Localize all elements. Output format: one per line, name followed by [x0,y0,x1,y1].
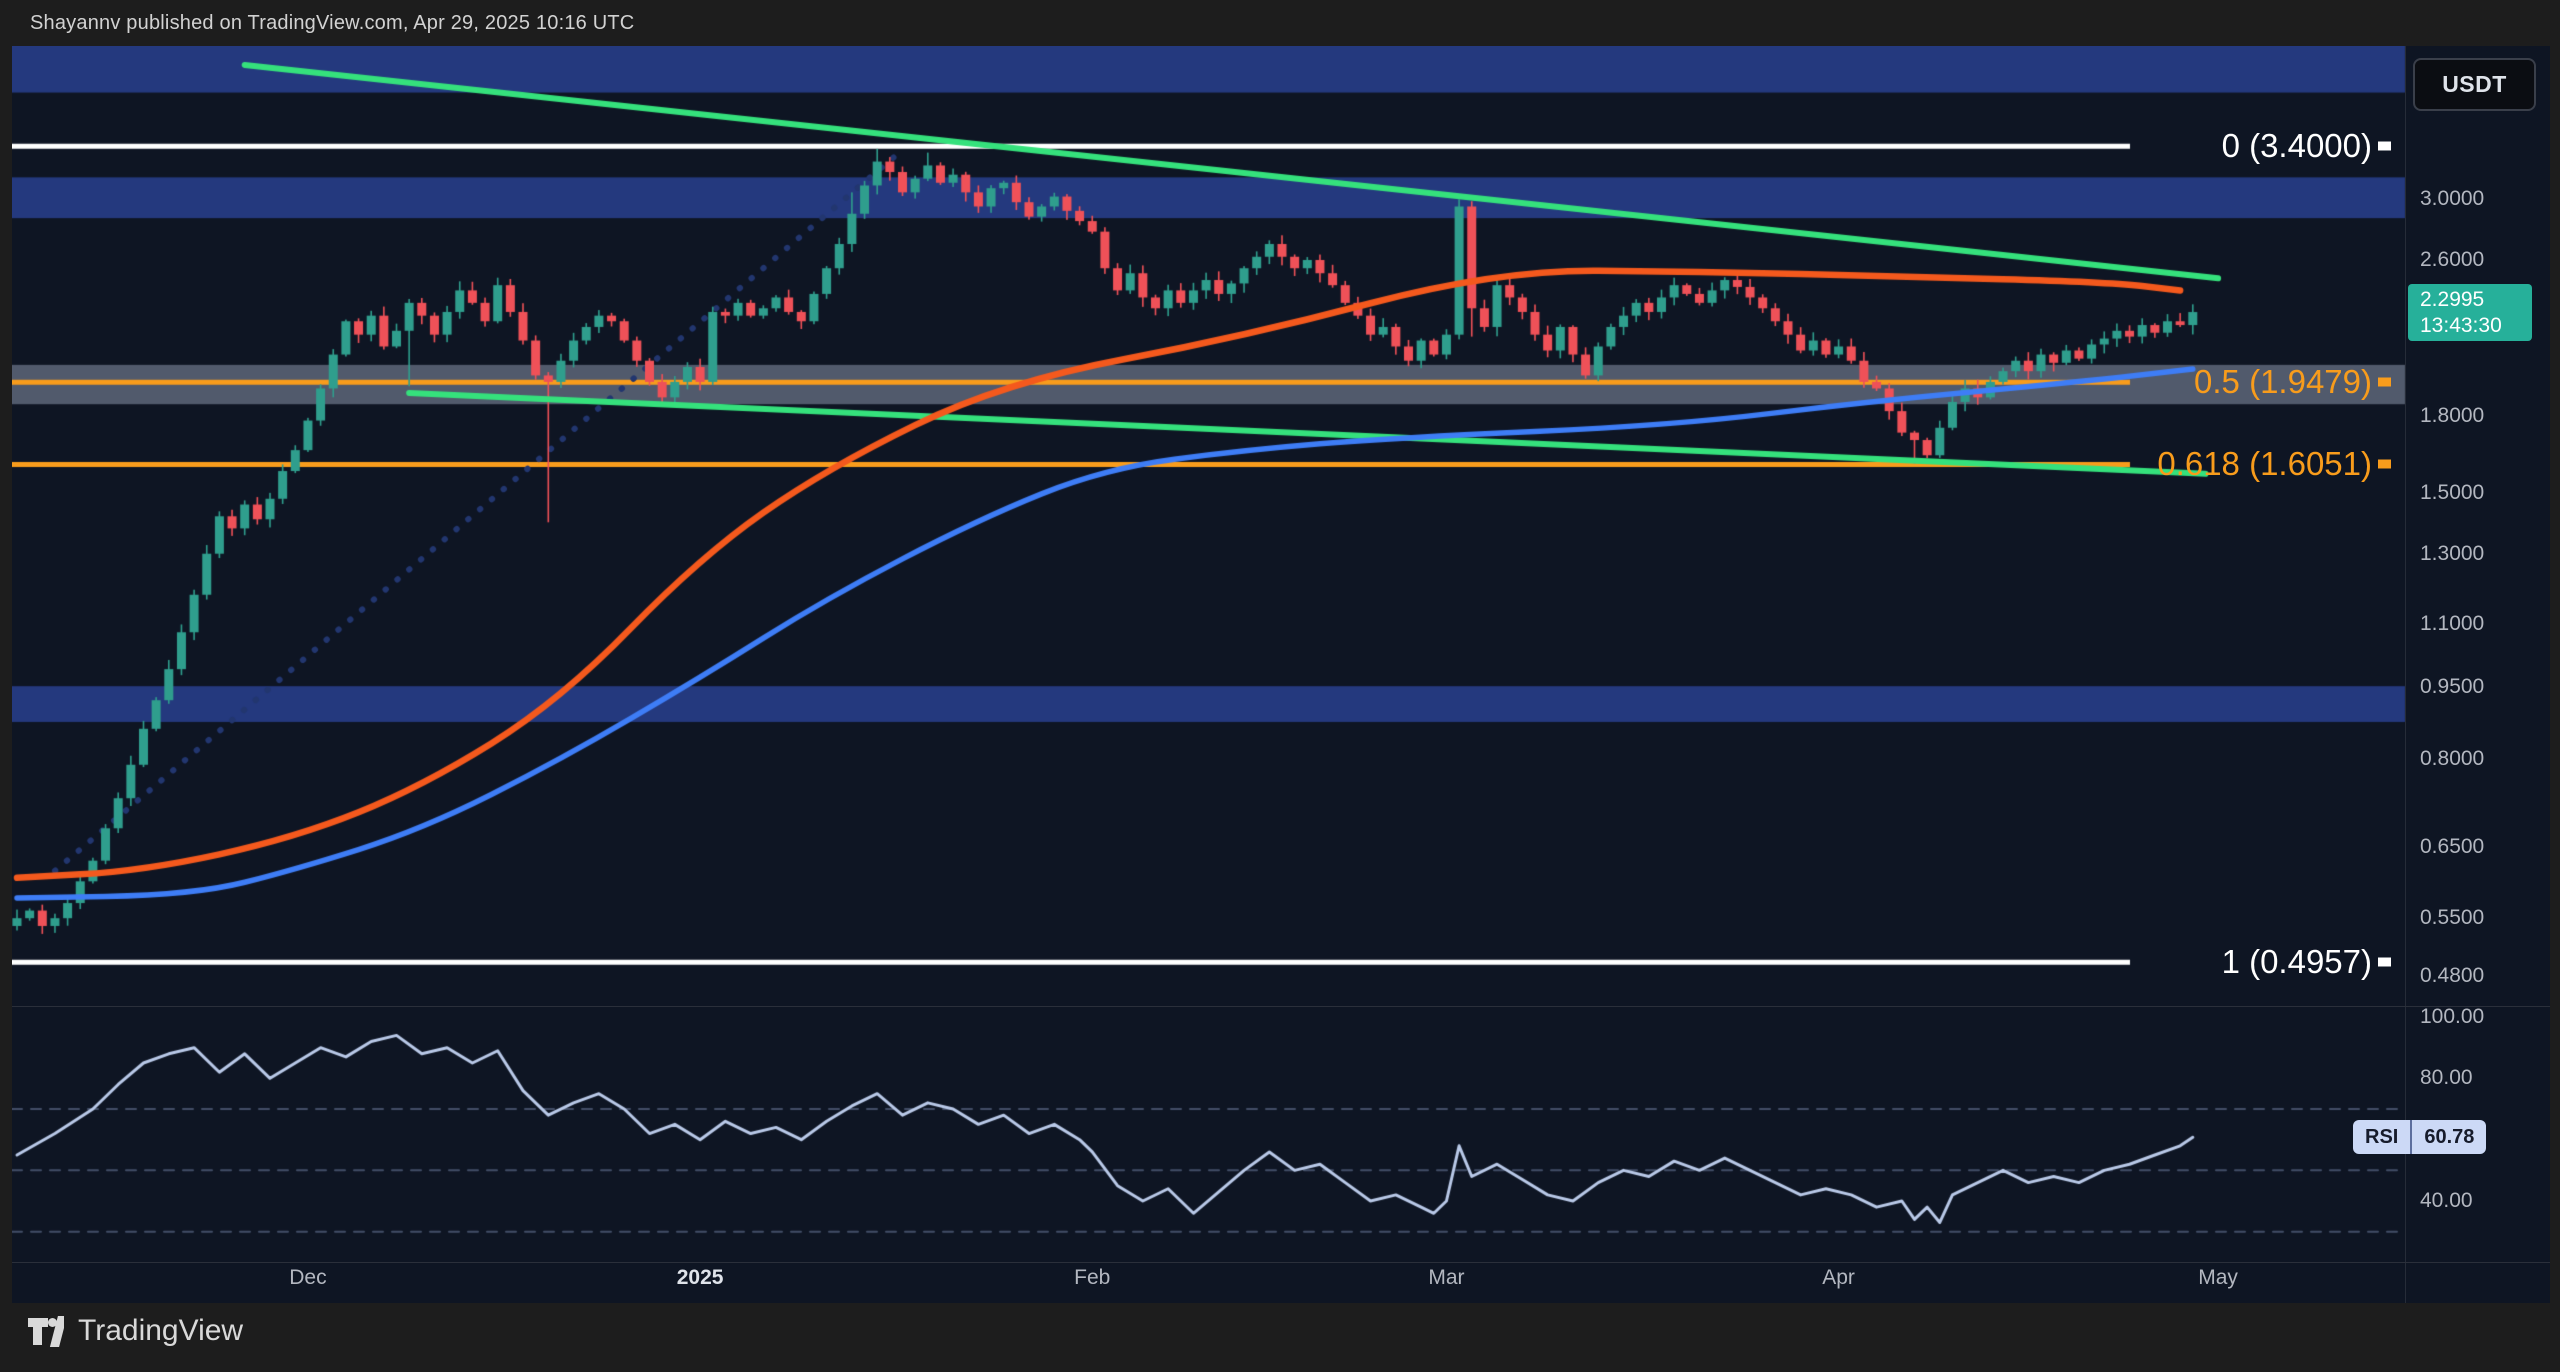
rsi-value-badge: RSI 60.78 [2353,1120,2487,1154]
chart-area[interactable]: 3.0000 2.6000 1.8000 1.5000 1.3000 1.1000 0.95… [12,46,2550,1303]
quote-currency-button[interactable]: USDT [2413,58,2536,111]
last-price-value: 2.2995 [2420,287,2485,311]
bar-countdown: 13:43:30 [2420,313,2502,337]
rsi-badge-label: RSI [2365,1125,2399,1148]
attribution-text: Shayannv published on TradingView.com, A… [30,11,635,34]
pane-divider[interactable] [12,1006,2550,1007]
attribution-header: Shayannv published on TradingView.com, A… [30,0,634,46]
footer-brand[interactable]: TradingView [28,1314,243,1348]
tradingview-wordmark: TradingView [78,1314,244,1347]
tradingview-logo-icon [28,1315,64,1347]
last-price-badge: 2.2995 13:43:30 [2408,284,2532,341]
rsi-badge-value: 60.78 [2424,1125,2475,1148]
price-chart-canvas[interactable] [12,46,2550,1303]
rsi-badge-separator [2410,1120,2413,1154]
price-scale-divider [2405,46,2406,1303]
time-axis-divider [12,1262,2550,1263]
